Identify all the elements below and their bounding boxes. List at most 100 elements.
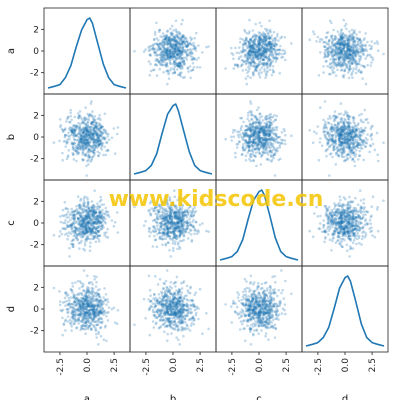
- scatter-point: [360, 46, 363, 50]
- scatter-point: [161, 32, 165, 35]
- scatter-point: [84, 127, 88, 130]
- scatter-point: [161, 48, 164, 52]
- scatter-point: [362, 158, 366, 162]
- scatter-point: [248, 30, 251, 33]
- scatter-point: [342, 132, 346, 135]
- scatter-point: [248, 61, 252, 64]
- scatter-point: [239, 64, 243, 68]
- scatter-point: [349, 142, 353, 145]
- scatter-point: [235, 63, 239, 66]
- scatter-point: [99, 195, 102, 199]
- scatter-point: [347, 48, 350, 52]
- scatter-point: [319, 214, 322, 218]
- scatter-point: [185, 45, 188, 48]
- scatter-point: [170, 46, 174, 49]
- scatter-point: [163, 38, 166, 41]
- scatter-point: [354, 153, 358, 156]
- scatter-point: [167, 71, 170, 74]
- scatter-point: [243, 42, 247, 45]
- scatter-point: [265, 56, 268, 59]
- scatter-point: [254, 38, 257, 41]
- scatter-point: [263, 32, 266, 36]
- scatter-point: [315, 40, 318, 43]
- scatter-point: [252, 47, 255, 50]
- scatter-point: [168, 49, 172, 52]
- scatter-point: [362, 38, 366, 42]
- scatter-point: [172, 60, 176, 64]
- scatter-point: [247, 52, 250, 55]
- scatter-point: [264, 39, 268, 43]
- scatter-point: [324, 125, 328, 129]
- scatter-point: [78, 124, 82, 128]
- scatter-point: [356, 50, 360, 53]
- scatter-point: [265, 48, 268, 52]
- scatter-point: [369, 127, 373, 130]
- scatter-point: [191, 55, 194, 59]
- scatter-point: [325, 136, 328, 140]
- scatter-point: [167, 38, 171, 41]
- scatter-point: [79, 131, 82, 135]
- scatter-point: [158, 47, 162, 51]
- scatter-point: [339, 135, 343, 138]
- scatter-point: [251, 60, 254, 63]
- scatter-point: [157, 38, 160, 42]
- scatter-point: [168, 57, 172, 60]
- scatter-point: [347, 71, 350, 74]
- scatter-point: [173, 39, 177, 43]
- scatter-point: [329, 34, 333, 38]
- scatter-point: [189, 69, 193, 73]
- scatter-point: [163, 216, 167, 220]
- scatter-point: [241, 59, 245, 62]
- scatter-point: [241, 43, 245, 46]
- scatter-point: [319, 37, 322, 41]
- scatter-point: [245, 32, 249, 35]
- scatter-point: [181, 50, 185, 53]
- scatter-point: [337, 47, 340, 51]
- scatter-point: [361, 53, 365, 56]
- scatter-point: [376, 159, 380, 163]
- scatter-point: [185, 40, 188, 43]
- scatter-point: [263, 47, 267, 50]
- scatter-point: [191, 52, 194, 55]
- scatter-point: [358, 149, 362, 153]
- scatter-point: [153, 30, 157, 34]
- scatter-point: [83, 224, 86, 228]
- scatter-point: [252, 60, 255, 63]
- scatter-point: [264, 35, 267, 39]
- scatter-point: [238, 140, 241, 143]
- scatter-point: [254, 37, 257, 40]
- scatter-point: [260, 144, 264, 147]
- scatter-point: [197, 44, 200, 47]
- scatter-point: [180, 51, 183, 54]
- scatter-point: [188, 51, 192, 54]
- scatter-point: [165, 49, 168, 52]
- scatter-point: [331, 71, 335, 74]
- scatter-point: [347, 48, 350, 51]
- scatter-point: [238, 56, 241, 59]
- scatter-point: [189, 43, 193, 46]
- scatter-point: [358, 38, 362, 42]
- kde-line-a: [47, 17, 127, 89]
- scatter-point: [260, 37, 263, 41]
- scatter-point: [252, 72, 255, 76]
- scatter-point: [345, 132, 349, 136]
- scatter-point: [345, 53, 348, 56]
- scatter-point: [348, 148, 352, 152]
- scatter-point: [68, 255, 71, 258]
- scatter-point: [263, 40, 267, 43]
- scatter-point: [334, 61, 338, 65]
- scatter-point: [234, 46, 237, 50]
- scatter-point: [258, 146, 262, 150]
- scatter-point: [348, 47, 352, 51]
- scatter-point: [91, 110, 94, 113]
- scatter-point: [255, 45, 258, 48]
- scatter-point: [168, 50, 172, 54]
- scatter-point: [238, 46, 241, 49]
- scatter-point: [339, 37, 343, 40]
- scatter-point: [156, 227, 160, 230]
- scatter-point: [333, 53, 336, 56]
- scatter-point: [280, 35, 284, 39]
- scatter-point: [249, 61, 253, 65]
- scatter-point: [104, 210, 108, 213]
- scatter-point: [267, 48, 271, 51]
